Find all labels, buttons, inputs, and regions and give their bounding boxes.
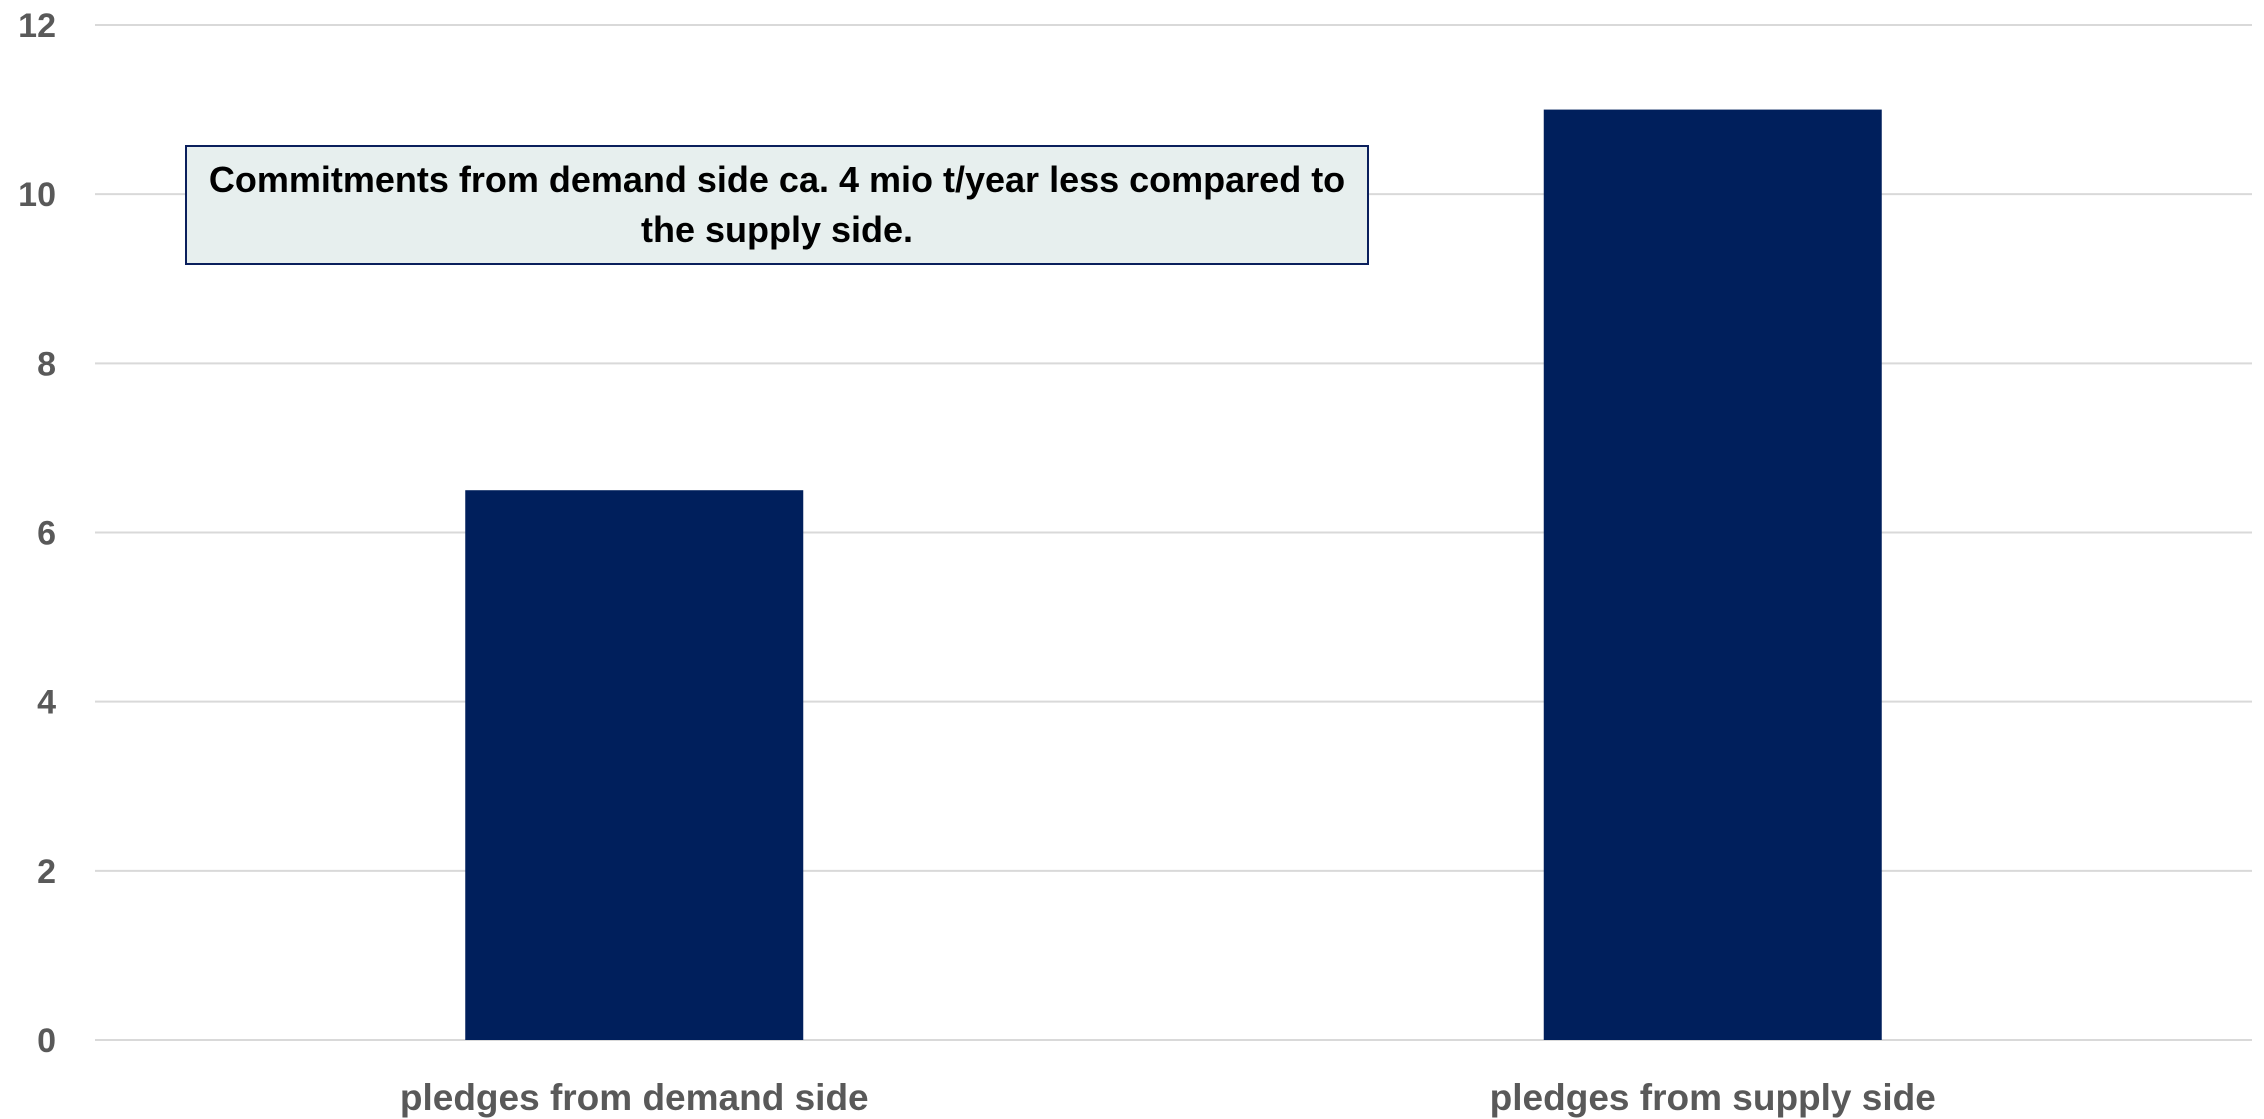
y-tick-label-0: 0 (37, 1022, 56, 1060)
y-axis-tick-labels: 0 2 4 6 8 10 12 (18, 7, 56, 1060)
y-tick-label-6: 6 (37, 515, 56, 553)
annotation-text: Commitments from demand side ca. 4 mio t… (208, 159, 1346, 250)
bar-2 (1543, 109, 1882, 1041)
x-category-label-1: pledges from demand side (400, 1077, 869, 1118)
y-tick-label-10: 10 (18, 176, 56, 214)
y-tick-label-12: 12 (18, 7, 56, 45)
annotation-callout: Commitments from demand side ca. 4 mio t… (185, 145, 1369, 265)
y-tick-label-2: 2 (37, 853, 56, 891)
y-tick-label-8: 8 (37, 345, 56, 383)
bar-1 (465, 490, 804, 1040)
bars (465, 109, 1882, 1041)
y-tick-label-4: 4 (37, 684, 56, 722)
x-category-label-2: pledges from supply side (1490, 1077, 1936, 1118)
x-axis-category-labels: pledges from demand side pledges from sup… (400, 1077, 1936, 1118)
